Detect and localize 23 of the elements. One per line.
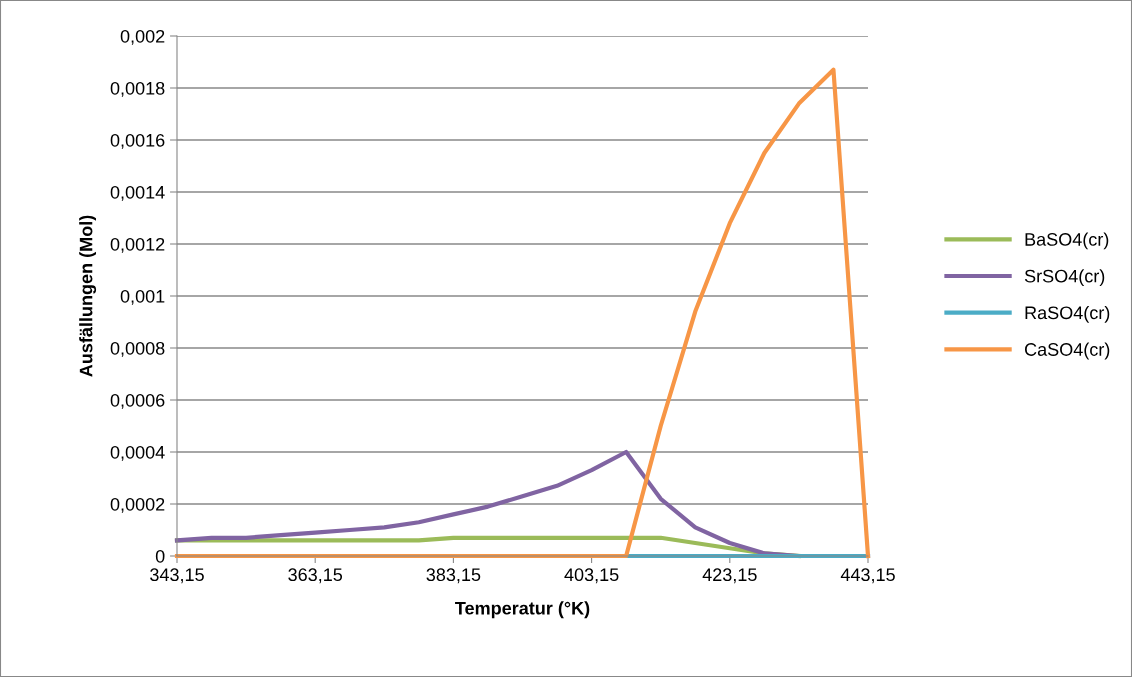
- y-tick-label: 0,0002: [110, 497, 165, 513]
- legend-label: CaSO4(cr): [1025, 342, 1110, 360]
- x-tick-label: 423,15: [702, 568, 757, 584]
- y-tick-label: 0,0012: [110, 237, 165, 253]
- x-tick-label: 383,15: [426, 568, 481, 584]
- legend-label: SrSO4(cr): [1024, 269, 1105, 287]
- y-tick-label: 0,0008: [110, 341, 165, 357]
- y-tick-label: 0,002: [120, 29, 165, 45]
- x-tick-label: 343,15: [150, 568, 204, 584]
- x-axis-title: Temperatur (°K): [455, 601, 590, 619]
- y-tick-label: 0,0016: [110, 133, 165, 149]
- x-tick-label: 443,15: [840, 568, 895, 584]
- y-tick-label: 0,0014: [110, 185, 165, 201]
- legend-label: BaSO4(cr): [1025, 232, 1109, 250]
- y-axis-title: Ausfällungen (Mol): [79, 215, 97, 377]
- y-tick-label: 0,0006: [110, 393, 165, 409]
- y-tick-label: 0,0004: [110, 445, 165, 461]
- y-tick-label: 0,0018: [110, 81, 165, 97]
- y-tick-label: 0: [155, 549, 165, 563]
- y-tick-label: 0,001: [120, 289, 165, 305]
- legend-label: RaSO4(cr): [1025, 305, 1110, 323]
- x-tick-label: 403,15: [564, 568, 619, 584]
- x-tick-label: 363,15: [288, 568, 343, 584]
